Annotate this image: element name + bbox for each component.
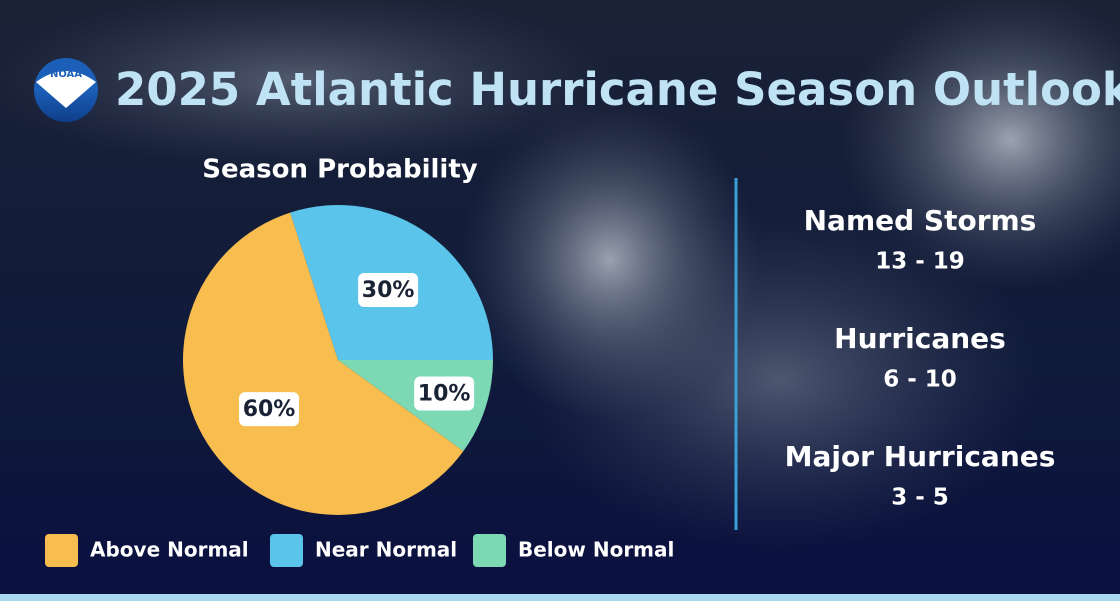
stat-label: Hurricanes [834,322,1006,355]
cloud [840,0,1120,290]
pie-slice [183,212,464,515]
value-label: 30% [362,278,415,303]
logo-bird [36,71,96,108]
logo-text: NOAA [50,69,82,80]
legend-label: Near Normal [315,538,457,562]
pie: 60% 30% 10% [183,204,493,515]
legend: Above Normal Near Normal Below Normal [45,534,674,567]
value-label: 10% [418,381,471,406]
stat-label: Named Storms [804,204,1037,237]
stat-value: 13 - 19 [875,249,965,275]
cloud [0,0,620,170]
legend-swatch [45,534,78,567]
value-label: 60% [243,397,296,422]
logo: NOAA [34,58,98,122]
value-label-box [239,392,300,427]
legend-swatch [270,534,303,567]
legend-label: Below Normal [518,538,674,562]
stat-label: Major Hurricanes [785,440,1056,473]
chart-title: Season Probability [202,155,477,185]
stats: Named Storms 13 - 19 Hurricanes 6 - 10 Major… [785,204,1056,511]
legend-label: Above Normal [90,538,249,562]
stat-value: 3 - 5 [891,485,949,511]
bottom-strip [0,594,1120,601]
value-label-box [414,376,475,411]
stat-value: 6 - 10 [883,367,957,393]
value-label-box [358,273,419,308]
legend-swatch [473,534,506,567]
title: 2025 Atlantic Hurricane Season Outlook [115,63,1120,116]
cloud [520,210,1040,550]
